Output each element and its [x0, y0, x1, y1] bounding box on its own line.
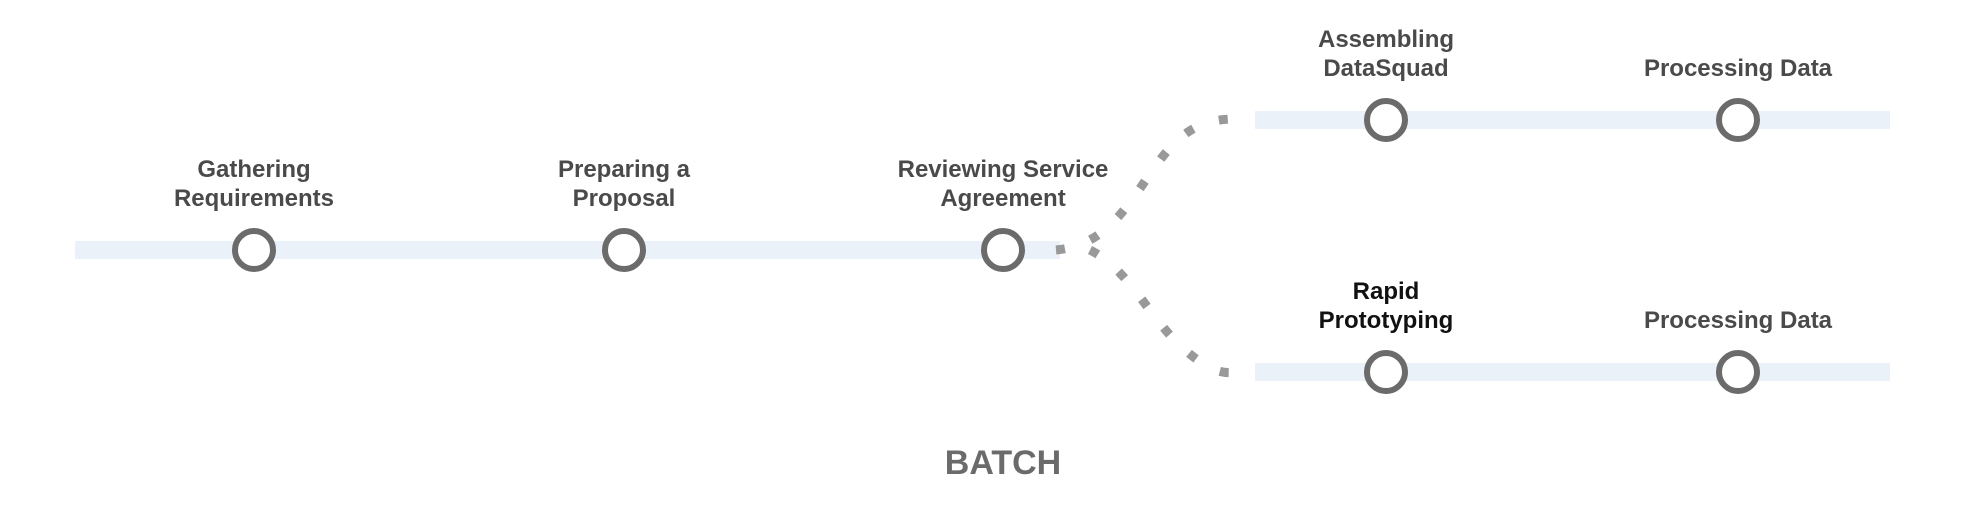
nodes-layer — [232, 98, 1760, 394]
processing-data-lower-node — [1716, 350, 1760, 394]
reviewing-service-agreement-label-line: Agreement — [940, 185, 1065, 212]
preparing-a-proposal-label-line: Preparing a — [558, 156, 691, 183]
reviewing-service-agreement-node — [981, 228, 1025, 272]
gathering-requirements-node — [232, 228, 276, 272]
processing-data-lower-label: Processing Data — [1644, 307, 1833, 334]
rapid-prototyping-label-line: Prototyping — [1319, 307, 1454, 334]
processing-data-lower-label-line: Processing Data — [1644, 307, 1833, 334]
preparing-a-proposal-label: Preparing a Proposal — [558, 156, 691, 212]
labels-layer: Gathering Requirements Preparing a Proposal… — [174, 26, 1833, 334]
rapid-prototyping-node — [1364, 350, 1408, 394]
reviewing-service-agreement-label-line: Reviewing Service — [898, 156, 1109, 183]
preparing-a-proposal-node — [602, 228, 646, 272]
lower-branch-track — [1255, 363, 1890, 381]
assembling-datasquad-label-line: DataSquad — [1323, 55, 1448, 82]
gathering-requirements-label: Gathering Requirements — [174, 156, 334, 212]
processing-data-upper-label: Processing Data — [1644, 55, 1833, 82]
diagram-caption: BATCH — [945, 444, 1061, 482]
main-track — [75, 241, 1060, 259]
upper-branch-track — [1255, 111, 1890, 129]
preparing-a-proposal-label-line: Proposal — [573, 185, 676, 212]
assembling-datasquad-label: Assembling DataSquad — [1318, 26, 1454, 82]
rapid-prototyping-label: Rapid Prototyping — [1319, 278, 1454, 334]
processing-data-upper-label-line: Processing Data — [1644, 55, 1833, 82]
reviewing-service-agreement-label: Reviewing Service Agreement — [898, 156, 1109, 212]
upper-branch-connector — [1055, 114, 1251, 255]
lower-branch-connector — [1087, 245, 1251, 378]
rapid-prototyping-label-line: Rapid — [1353, 278, 1420, 305]
gathering-requirements-label-line: Requirements — [174, 185, 334, 212]
branch-connectors — [1055, 114, 1251, 378]
assembling-datasquad-node — [1364, 98, 1408, 142]
gathering-requirements-label-line: Gathering — [197, 156, 310, 183]
processing-data-upper-node — [1716, 98, 1760, 142]
assembling-datasquad-label-line: Assembling — [1318, 26, 1454, 53]
